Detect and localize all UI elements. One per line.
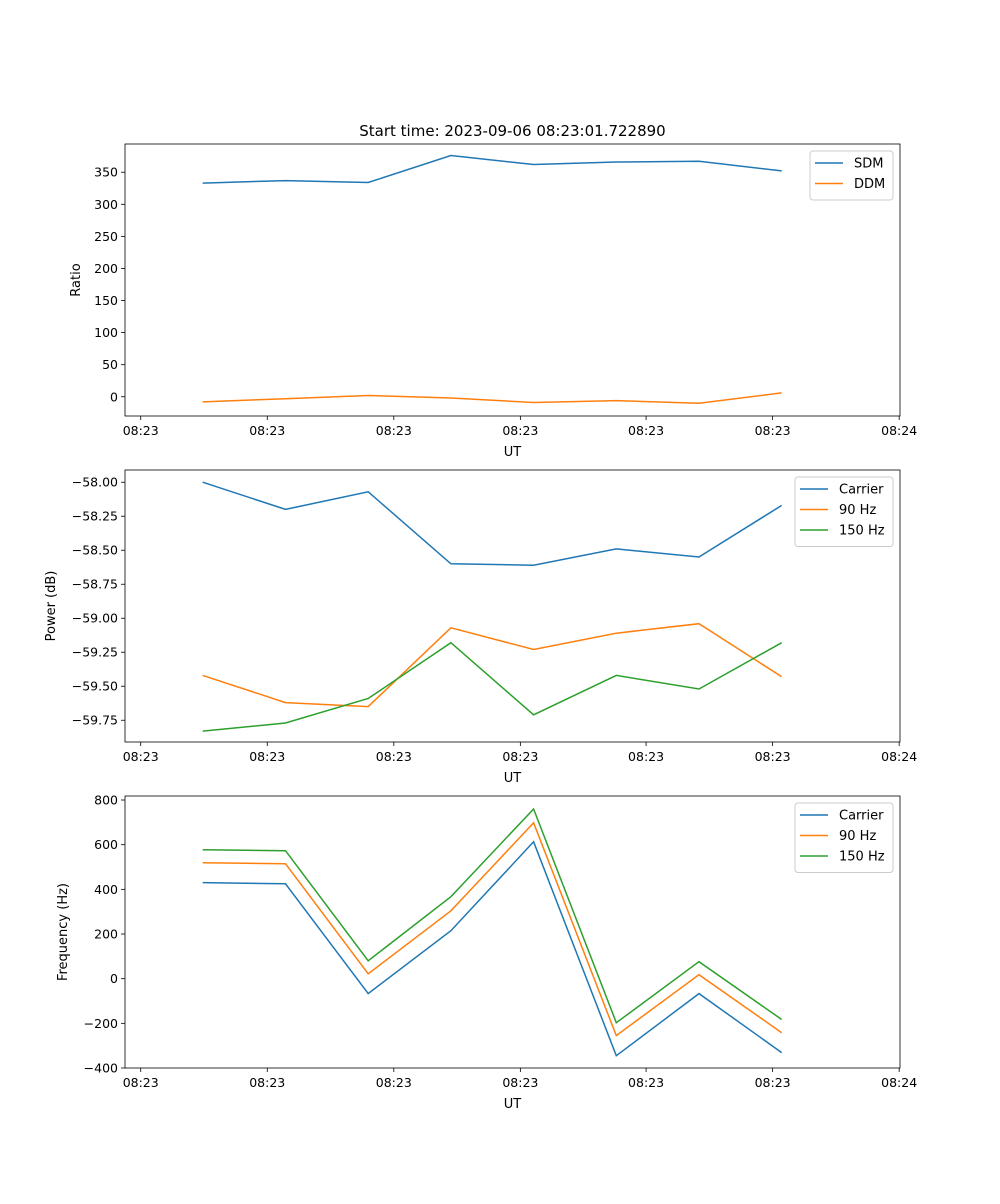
- y-axis-label: Power (dB): [44, 571, 59, 642]
- legend-frame: [794, 476, 894, 547]
- legend: Carrier 90 Hz 150 Hz: [794, 476, 894, 547]
- y-tick-label: −59.75: [72, 713, 118, 728]
- x-tick-label: 08:23: [502, 749, 538, 764]
- x-tick-label: 08:23: [249, 423, 285, 438]
- y-tick-label: 150: [94, 293, 118, 308]
- y-tick-label: 600: [94, 837, 118, 852]
- chart-title: Start time: 2023-09-06 08:23:01.722890: [359, 122, 665, 140]
- y-tick-label: 100: [94, 325, 118, 340]
- x-tick-label: 08:23: [123, 423, 159, 438]
- x-tick-label: 08:24: [881, 1075, 917, 1090]
- x-tick-label: 08:23: [628, 1075, 664, 1090]
- series-line-150-hz: [202, 641, 783, 732]
- x-tick-label: 08:23: [376, 1075, 412, 1090]
- legend: Carrier 90 Hz 150 Hz: [794, 802, 894, 873]
- x-axis-label: UT: [504, 1097, 522, 1112]
- legend-label: 90 Hz: [839, 829, 876, 844]
- y-tick-label: 0: [110, 971, 118, 986]
- y-tick-label: −59.50: [72, 679, 118, 694]
- x-tick-label: 08:23: [249, 1075, 285, 1090]
- axes-frame: [124, 795, 901, 1069]
- series-line-150-hz: [202, 807, 783, 1024]
- y-axis-label: Ratio: [69, 263, 84, 296]
- y-tick-label: −200: [84, 1016, 118, 1031]
- legend-label: Carrier: [839, 483, 884, 498]
- y-tick-label: 0: [110, 389, 118, 404]
- x-tick-label: 08:23: [502, 423, 538, 438]
- x-tick-label: 08:23: [755, 423, 791, 438]
- series-line-sdm: [202, 154, 782, 184]
- subplot-1: Start time: 2023-09-06 08:23:01.722890 08…: [69, 122, 917, 460]
- x-tick-label: 08:23: [123, 1075, 159, 1090]
- y-tick-label: −400: [84, 1061, 118, 1076]
- x-tick-label: 08:23: [249, 749, 285, 764]
- y-tick-label: −58.00: [72, 475, 118, 490]
- legend-frame: [794, 802, 894, 873]
- legend-label: DDM: [854, 177, 885, 192]
- legend-label: 90 Hz: [839, 503, 876, 518]
- legend-label: SDM: [854, 157, 883, 172]
- x-tick-label: 08:23: [502, 1075, 538, 1090]
- y-tick-label: −58.50: [72, 543, 118, 558]
- series-line-carrier: [202, 840, 783, 1057]
- x-tick-label: 08:23: [755, 749, 791, 764]
- legend: SDM DDM: [809, 150, 894, 201]
- subplot-2: 08:23 08:23 08:23 08:23 08:23 08:23 08:24 UT −58…: [44, 469, 917, 786]
- legend-label: Carrier: [839, 809, 884, 824]
- y-tick-label: −59.00: [72, 611, 118, 626]
- y-tick-label: 250: [94, 229, 118, 244]
- x-tick-label: 08:23: [755, 1075, 791, 1090]
- series-line-90-hz: [202, 821, 783, 1037]
- x-tick-label: 08:24: [881, 423, 917, 438]
- series-line-carrier: [202, 481, 783, 566]
- legend-label: 150 Hz: [839, 524, 885, 539]
- y-tick-label: −58.75: [72, 577, 118, 592]
- legend-label: 150 Hz: [839, 850, 885, 865]
- y-tick-label: 200: [94, 261, 118, 276]
- x-axis-label: UT: [504, 771, 522, 786]
- x-tick-label: 08:23: [123, 749, 159, 764]
- axes-frame: [124, 469, 901, 743]
- x-tick-label: 08:23: [628, 423, 664, 438]
- series-line-90-hz: [202, 622, 783, 708]
- axes-frame: [124, 143, 901, 417]
- y-tick-label: 350: [94, 165, 118, 180]
- y-tick-label: −59.25: [72, 645, 118, 660]
- x-tick-label: 08:23: [376, 749, 412, 764]
- y-tick-label: 400: [94, 882, 118, 897]
- y-axis-label: Frequency (Hz): [56, 883, 71, 981]
- x-tick-label: 08:24: [881, 749, 917, 764]
- x-tick-label: 08:23: [376, 423, 412, 438]
- y-tick-label: 300: [94, 197, 118, 212]
- y-tick-label: 50: [102, 357, 118, 372]
- y-tick-label: −58.25: [72, 509, 118, 524]
- y-tick-label: 800: [94, 793, 118, 808]
- subplot-3: 08:23 08:23 08:23 08:23 08:23 08:23 08:24 UT −40…: [56, 793, 917, 1112]
- y-tick-label: 200: [94, 927, 118, 942]
- series-line-ddm: [202, 392, 782, 404]
- x-tick-label: 08:23: [628, 749, 664, 764]
- x-axis-label: UT: [504, 445, 522, 460]
